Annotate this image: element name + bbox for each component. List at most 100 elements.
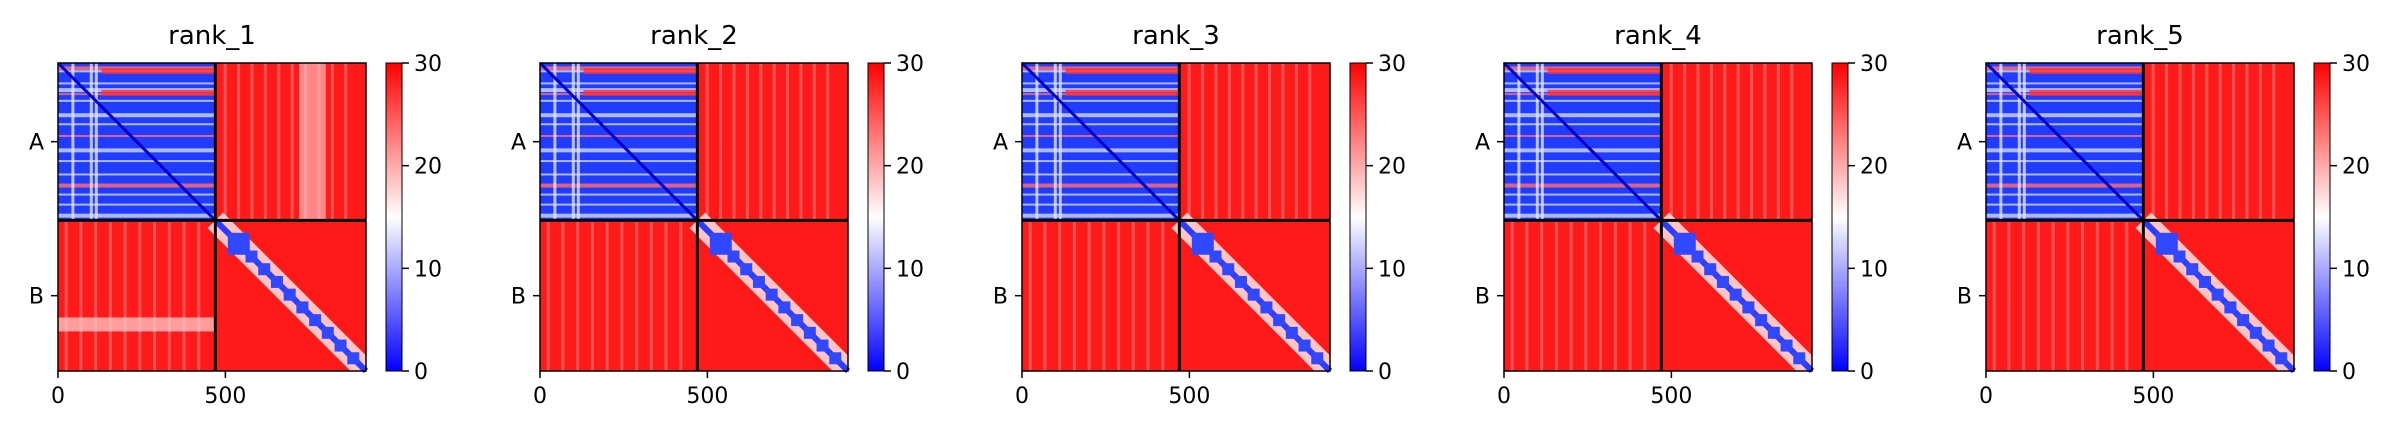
heatmap-texture — [2066, 220, 2070, 371]
heatmap-texture — [1201, 63, 1205, 221]
heatmap-vstripe — [1035, 63, 1039, 221]
colorbar-tick-label: 10 — [1378, 257, 1406, 282]
x-tick-label: 0 — [51, 384, 65, 409]
heatmap-diagonal-block — [727, 250, 740, 263]
heatmap-band — [583, 89, 698, 96]
heatmap-vstripe — [571, 63, 575, 221]
heatmap-stripe — [540, 183, 698, 188]
heatmap-texture — [1723, 63, 1727, 221]
heatmap-stripe — [540, 134, 698, 137]
heatmap-diagonal-block — [258, 263, 271, 276]
colorbar-tick-label: 20 — [896, 155, 924, 180]
heatmap-texture — [1554, 220, 1558, 371]
heatmap-texture — [2218, 63, 2222, 221]
colorbar — [2313, 62, 2331, 372]
heatmap-stripe — [1986, 193, 2144, 196]
heatmap-stripe — [1022, 148, 1180, 153]
heatmap-vstripe — [2022, 63, 2026, 221]
heatmap-texture — [1146, 220, 1150, 371]
heatmap-texture — [1750, 63, 1754, 221]
heatmap-stripe — [540, 99, 698, 102]
heatmap-band — [583, 68, 698, 75]
heatmap-texture — [2081, 220, 2085, 371]
colorbar — [1831, 62, 1849, 372]
heatmap-diagonal-block — [803, 326, 816, 339]
heatmap-texture — [263, 63, 267, 221]
heatmap-texture — [290, 63, 294, 221]
heatmap-diagonal-block — [2173, 250, 2186, 263]
heatmap-stripe — [1022, 173, 1180, 176]
heatmap-texture — [64, 220, 68, 371]
heatmap-vstripe — [1058, 63, 1062, 221]
heatmap-diagonal-block — [1234, 275, 1247, 288]
heatmap-diagonal-block — [309, 314, 322, 327]
heatmap-texture — [2232, 63, 2236, 221]
colorbar-tick-label: 0 — [1860, 360, 1874, 385]
heatmap-texture — [2272, 63, 2276, 221]
heatmap-texture — [1227, 63, 1231, 221]
heatmap-texture — [649, 220, 653, 371]
heatmap-texture — [1613, 220, 1617, 371]
heatmap-stripe — [1986, 203, 2144, 206]
heatmap-texture — [1043, 220, 1047, 371]
heatmap-texture — [1709, 63, 1713, 221]
y-tick-label: A — [29, 131, 44, 156]
heatmap-stripe — [58, 203, 216, 206]
heatmap-texture — [123, 220, 127, 371]
heatmap-stripe — [1504, 113, 1662, 118]
heatmap-stripe — [1022, 183, 1180, 188]
heatmap-stripe — [1022, 99, 1180, 102]
heatmap-vstripe — [71, 63, 75, 221]
heatmap-diagonal-block — [2186, 263, 2199, 276]
heatmap-stripe — [540, 173, 698, 176]
heatmap-diagonal-A — [1502, 61, 1663, 222]
heatmap-texture — [2007, 220, 2011, 371]
heatmap-texture — [250, 63, 254, 221]
chart-title: rank_1 — [168, 21, 256, 51]
heatmap-diagonal-block — [227, 232, 250, 255]
heatmap-stripe — [540, 113, 698, 118]
heatmap-texture — [223, 63, 227, 221]
heatmap-stripe — [1986, 99, 2144, 102]
plot-frame — [1985, 62, 2295, 372]
heatmap-stripe — [1022, 213, 1180, 218]
heatmap-texture — [1028, 220, 1032, 371]
heatmap-texture — [1281, 63, 1285, 221]
heatmap-stripe — [1986, 148, 2144, 153]
heatmap-vstripe — [576, 63, 580, 221]
heatmap-texture — [237, 63, 241, 221]
heatmap-texture — [1584, 220, 1588, 371]
heatmap-texture — [1569, 220, 1573, 371]
heatmap-stripe — [1022, 193, 1180, 196]
heatmap-stripe — [540, 82, 698, 85]
colorbar-tick-label: 0 — [1378, 360, 1392, 385]
heatmap-diagonal-A — [538, 61, 699, 222]
y-tick-label: B — [1475, 285, 1490, 310]
heatmap-diagonal-block — [791, 314, 804, 327]
heatmap-stripe — [1986, 134, 2144, 137]
heatmap-texture — [1254, 63, 1258, 221]
heatmap-texture — [1268, 63, 1272, 221]
heatmap-stripe — [540, 203, 698, 206]
y-tick-label: B — [511, 285, 526, 310]
heatmap-diagonal-block — [752, 275, 765, 288]
heatmap-vstripe — [1535, 63, 1539, 221]
heatmap-texture — [1102, 220, 1106, 371]
heatmap-stripe — [1986, 183, 2144, 188]
heatmap-texture — [561, 220, 565, 371]
y-tick-label: A — [1957, 131, 1972, 156]
heatmap-texture — [635, 220, 639, 371]
heatmap-diagonal-block — [1793, 352, 1806, 365]
heatmap-texture — [2095, 220, 2099, 371]
heatmap-stripe — [540, 123, 698, 126]
heatmap-texture — [1599, 220, 1603, 371]
heatmap-texture — [1308, 63, 1312, 221]
heatmap-diagonal-block — [1260, 301, 1273, 314]
heatmap-vstripe — [1053, 63, 1057, 221]
heatmap-diagonal-block — [1716, 275, 1729, 288]
heatmap-texture — [2191, 63, 2195, 221]
heatmap-texture — [1628, 220, 1632, 371]
plot-frame — [1021, 62, 1331, 372]
colorbar — [867, 62, 885, 372]
heatmap-stripe — [1986, 213, 2144, 218]
